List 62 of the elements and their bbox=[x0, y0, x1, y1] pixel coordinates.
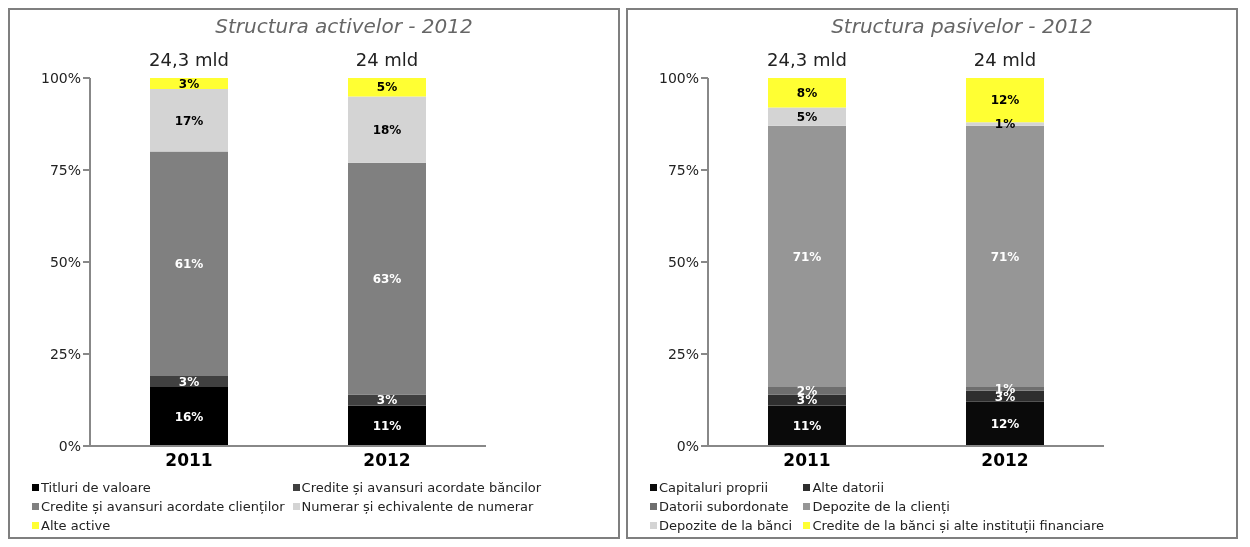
data-label: 3% bbox=[178, 374, 200, 389]
data-label: 3% bbox=[376, 393, 398, 408]
bar bbox=[348, 162, 426, 395]
bar bbox=[348, 78, 426, 97]
bar bbox=[768, 394, 846, 406]
data-label: 63% bbox=[372, 271, 402, 286]
legend-label: Alte active bbox=[41, 518, 111, 533]
x-tick-label: 2012 bbox=[363, 450, 411, 471]
data-label: 17% bbox=[174, 113, 204, 128]
data-label: 11% bbox=[372, 419, 402, 434]
x-tick-label: 2011 bbox=[783, 450, 831, 471]
y-tick-label: 75% bbox=[49, 161, 81, 178]
chart-title: Structura activelor - 2012 bbox=[214, 13, 474, 38]
y-tick-label: 25% bbox=[49, 345, 81, 362]
legend-label: Datorii subordonate bbox=[659, 499, 789, 514]
data-label: 71% bbox=[990, 249, 1020, 264]
bar bbox=[150, 151, 228, 377]
legend-label: Alte datorii bbox=[812, 480, 885, 495]
legend-label: Credite de la bănci și alte instituții financiare bbox=[812, 518, 1104, 533]
y-tick-label: 100% bbox=[658, 69, 699, 86]
annotation: 24 mld bbox=[355, 49, 419, 70]
y-tick-label: 75% bbox=[667, 161, 699, 178]
bar bbox=[348, 405, 426, 446]
chart-title: Structura pasivelor - 2012 bbox=[830, 13, 1094, 38]
data-label: 5% bbox=[376, 80, 398, 95]
legend-label: Depozite de la bănci bbox=[659, 518, 793, 533]
legend-label: Numerar și echivalente de numerar bbox=[301, 499, 534, 514]
data-label: 61% bbox=[174, 257, 204, 272]
legend-label: Depozite de la clienți bbox=[812, 499, 950, 514]
bar bbox=[348, 394, 426, 406]
bar bbox=[768, 125, 846, 388]
y-tick-label: 25% bbox=[667, 345, 699, 362]
x-tick-label: 2011 bbox=[165, 450, 213, 471]
bar bbox=[150, 89, 228, 152]
data-label: 12% bbox=[990, 417, 1020, 432]
y-tick-label: 50% bbox=[49, 253, 81, 270]
y-tick-label: 0% bbox=[58, 437, 81, 454]
bar bbox=[768, 405, 846, 446]
bar bbox=[348, 96, 426, 163]
bar bbox=[150, 387, 228, 446]
x-tick-label: 2012 bbox=[981, 450, 1029, 471]
data-label: 12% bbox=[990, 93, 1020, 108]
data-label: 16% bbox=[174, 409, 204, 424]
data-label: 11% bbox=[792, 419, 822, 434]
bar bbox=[768, 107, 846, 126]
bar bbox=[966, 401, 1044, 446]
data-label: 18% bbox=[372, 122, 402, 137]
annotation: 24,3 mld bbox=[767, 49, 847, 70]
annotation: 24,3 mld bbox=[149, 49, 229, 70]
data-label: 3% bbox=[178, 76, 200, 91]
y-tick-label: 50% bbox=[667, 253, 699, 270]
data-label: 71% bbox=[792, 249, 822, 264]
y-tick-label: 100% bbox=[40, 69, 81, 86]
data-label: 5% bbox=[796, 109, 818, 124]
y-tick-label: 0% bbox=[676, 437, 699, 454]
annotation: 24 mld bbox=[973, 49, 1037, 70]
legend-label: Titluri de valoare bbox=[41, 480, 151, 495]
bar bbox=[768, 78, 846, 108]
legend-label: Credite și avansuri acordate clienților bbox=[41, 499, 285, 514]
legend-label: Capitaluri proprii bbox=[659, 480, 768, 495]
legend-label: Credite și avansuri acordate băncilor bbox=[301, 480, 542, 495]
data-label: 8% bbox=[796, 85, 818, 100]
